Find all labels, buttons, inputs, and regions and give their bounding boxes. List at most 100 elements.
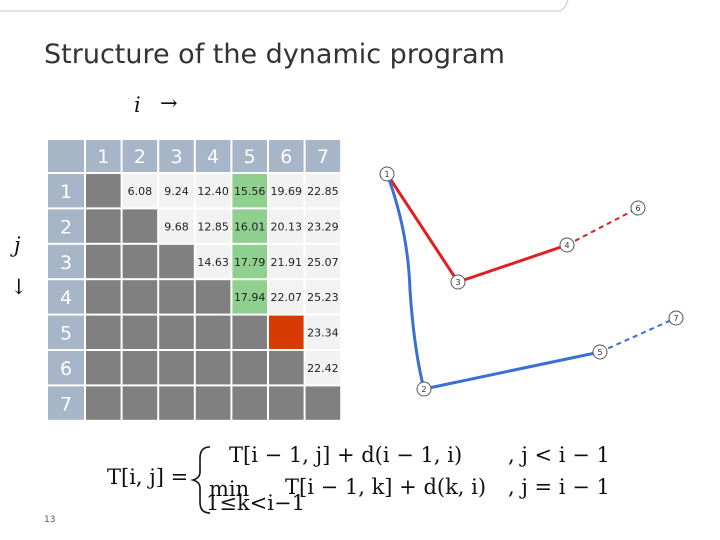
table-cell [122,209,158,243]
table-cell [86,386,121,420]
edge-dashed [566,207,639,246]
table-cell [232,209,267,243]
column-header: 2 [134,146,146,168]
table-cell [122,280,158,314]
axis-i-arrow: → [160,91,178,115]
axis-j: j [10,233,21,257]
table-cell [195,351,231,385]
table-cell [122,244,158,279]
table-cell [159,386,194,420]
slide-title: Structure of the dynamic program [44,39,505,70]
row-header: 2 [60,216,72,238]
formula-case1: T[i − 1, j] + d(i − 1, i) [229,443,462,467]
row-header-cell [48,209,84,243]
cell-value: 9.68 [164,220,189,233]
column-header: 7 [317,146,329,168]
cell-value: 22.07 [271,291,303,304]
cell-value: 6.08 [128,185,153,198]
column-header: 4 [207,146,219,168]
row-header-cell [48,280,84,314]
cell-value: 12.40 [197,185,229,198]
table-cell [305,315,341,349]
column-header: 3 [170,146,182,168]
row-header-cell [48,386,84,420]
table-cell [305,174,341,208]
table-cell [86,315,121,349]
header-cell [232,140,267,172]
node [592,344,608,360]
table-cell [159,280,194,314]
cell-value: 17.94 [234,291,266,304]
formula-cond1: , j < i − 1 [508,443,610,467]
table-cell [232,244,267,279]
formula-lhs: T[i, j] = [107,465,188,489]
node-label: 6 [635,204,640,213]
table-cell [86,174,121,208]
node [450,274,466,290]
table-cell [269,209,304,243]
table-cell [305,386,341,420]
top-curve [559,0,569,12]
table-cell [232,315,267,349]
table-cell [269,386,304,420]
table-cell [269,351,304,385]
table-cell [86,209,121,243]
node-label: 3 [455,278,460,287]
node [668,310,684,326]
table-cell [159,209,194,243]
row-header: 7 [60,393,72,415]
row-header: 3 [60,252,72,274]
table-cell [232,280,267,314]
table-cell [305,280,341,314]
cell-value: 23.29 [307,220,339,233]
cell-value: 21.91 [271,256,303,269]
cell-value: 16.01 [234,220,266,233]
node [630,200,646,216]
column-header: 1 [97,146,109,168]
table-cell [159,315,194,349]
table-cell [232,174,267,208]
row-header: 4 [60,287,72,309]
table-cell [159,244,194,279]
row-header-cell [48,244,84,279]
cell-value: 25.07 [307,256,339,269]
row-header: 5 [60,323,72,345]
axis-i: i [134,93,141,117]
column-header: 5 [244,146,256,168]
cell-value: 12.85 [197,220,229,233]
formula-cond2: , j = i − 1 [508,475,610,499]
table-cell [122,174,158,208]
edge [385,173,426,390]
header-cell [159,140,194,172]
row-header: 1 [60,181,72,203]
table-cell [122,315,158,349]
header-cell [122,140,158,172]
node-label: 1 [384,170,389,179]
table-cell [269,280,304,314]
edge [423,350,601,391]
table-cell [122,351,158,385]
formula-sub: 1≤k<i−1 [206,491,305,515]
table-cell [195,174,231,208]
cell-value: 9.24 [164,185,189,198]
edge-dashed [599,317,677,353]
table-cell [305,351,341,385]
node [379,166,395,182]
cell-value: 22.85 [307,185,339,198]
table-cell [305,209,341,243]
header-cell [305,140,341,172]
node-label: 4 [564,241,569,250]
table-cell [269,174,304,208]
table-cell [122,386,158,420]
table-cell [305,244,341,279]
table-cell [232,386,267,420]
node-label: 2 [421,385,426,394]
row-header-cell [48,315,84,349]
row-header-cell [48,174,84,208]
brace [190,446,211,514]
column-header: 6 [280,146,292,168]
header-cell [195,140,231,172]
table-cell [159,174,194,208]
node [416,381,432,397]
